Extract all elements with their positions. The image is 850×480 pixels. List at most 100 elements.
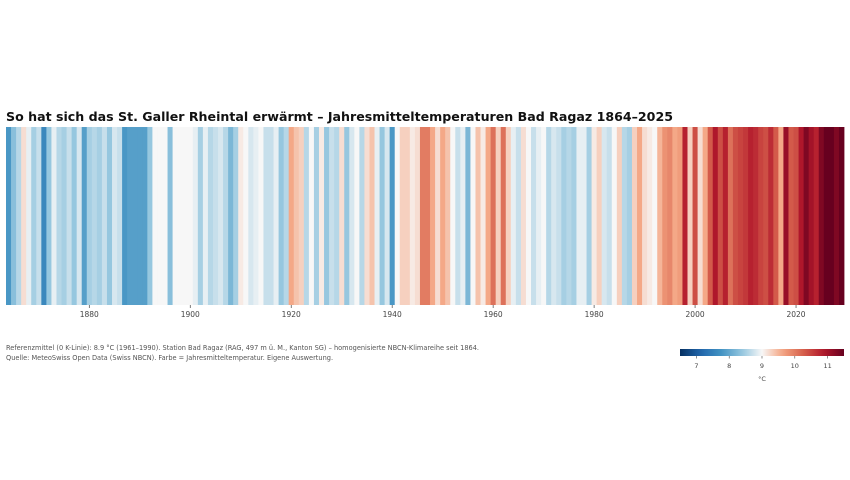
stripe-1923 <box>303 127 310 305</box>
stripe-1996 <box>672 127 678 305</box>
colorbar-tick-label: 11 <box>823 362 831 370</box>
stripe-2027 <box>828 127 835 305</box>
stripe-1937 <box>374 127 380 305</box>
stripe-1879 <box>81 127 88 305</box>
stripe-2001 <box>697 127 704 305</box>
stripe-1948 <box>430 127 436 305</box>
stripe-2010 <box>743 127 749 305</box>
stripe-1975 <box>566 127 572 305</box>
stripe-1907 <box>223 127 229 305</box>
stripe-1994 <box>662 127 668 305</box>
stripe-1918 <box>278 127 285 305</box>
stripe-1906 <box>218 127 224 305</box>
stripe-2019 <box>788 127 794 305</box>
stripe-1944 <box>409 127 416 305</box>
stripe-1983 <box>606 127 613 305</box>
stripe-1890 <box>137 127 143 305</box>
stripe-1880 <box>86 127 93 305</box>
colorbar-label: °C <box>758 375 766 383</box>
colorbar-ticks: 7 8 9 10 11 <box>694 356 832 370</box>
stripe-2021 <box>798 127 805 305</box>
stripe-1981 <box>596 127 603 305</box>
stripe-2015 <box>768 127 774 305</box>
stripe-1951 <box>445 127 451 305</box>
stripe-1952 <box>450 127 456 305</box>
stripe-2008 <box>732 127 739 305</box>
colorbar-tick-label: 7 <box>694 362 698 370</box>
x-tick-label: 2000 <box>686 310 705 319</box>
stripe-1986 <box>621 127 628 305</box>
stripe-1973 <box>556 127 562 305</box>
stripe-1961 <box>495 127 502 305</box>
stripe-1917 <box>273 127 280 305</box>
stripe-1902 <box>197 127 204 305</box>
stripe-1945 <box>414 127 421 305</box>
stripe-2004 <box>712 127 719 305</box>
stripe-1905 <box>212 127 219 305</box>
stripe-1988 <box>631 127 638 305</box>
stripe-1942 <box>399 127 406 305</box>
stripe-1969 <box>536 127 542 305</box>
stripe-2020 <box>793 127 799 305</box>
stripe-2003 <box>707 127 714 305</box>
stripe-2016 <box>773 127 779 305</box>
stripe-2013 <box>758 127 764 305</box>
stripe-1882 <box>96 127 103 305</box>
stripe-2009 <box>737 127 744 305</box>
stripe-1875 <box>61 127 67 305</box>
stripe-2026 <box>823 127 830 305</box>
stripe-1970 <box>541 127 547 305</box>
stripe-1867 <box>21 127 27 305</box>
stripe-2005 <box>717 127 724 305</box>
stripe-2023 <box>808 127 815 305</box>
stripe-1919 <box>283 127 290 305</box>
stripe-1914 <box>258 127 264 305</box>
stripe-1921 <box>293 127 300 305</box>
stripe-1997 <box>677 127 683 305</box>
stripe-1932 <box>349 127 355 305</box>
colorbar-tick-label: 10 <box>791 362 799 370</box>
stripe-2014 <box>763 127 769 305</box>
stripe-1927 <box>324 127 330 305</box>
x-tick-label: 1960 <box>484 310 503 319</box>
stripe-1872 <box>46 127 52 305</box>
stripe-1931 <box>344 127 350 305</box>
stripe-2006 <box>722 127 729 305</box>
stripe-1924 <box>308 127 315 305</box>
stripe-1884 <box>106 127 113 305</box>
stripe-1929 <box>334 127 340 305</box>
stripe-1920 <box>288 127 295 305</box>
stripe-1885 <box>112 127 118 305</box>
stripe-1965 <box>515 127 522 305</box>
stripe-1871 <box>41 127 47 305</box>
colorbar-tick-label: 8 <box>727 362 731 370</box>
stripe-1954 <box>460 127 466 305</box>
stripe-1978 <box>581 127 587 305</box>
stripe-1925 <box>313 127 320 305</box>
stripe-1889 <box>132 127 138 305</box>
stripe-1869 <box>31 127 37 305</box>
stripe-1886 <box>117 127 123 305</box>
stripe-2018 <box>783 127 789 305</box>
stripe-1987 <box>626 127 633 305</box>
stripe-1946 <box>419 127 426 305</box>
stripe-1979 <box>586 127 592 305</box>
stripe-1974 <box>561 127 567 305</box>
stripe-1891 <box>142 127 148 305</box>
stripe-1898 <box>177 127 184 305</box>
stripe-2011 <box>748 127 754 305</box>
stripe-2000 <box>692 127 699 305</box>
stripe-1990 <box>642 127 648 305</box>
stripe-1878 <box>76 127 83 305</box>
stripe-1881 <box>91 127 98 305</box>
stripe-1936 <box>369 127 375 305</box>
colorbar-gradient <box>680 349 844 356</box>
stripe-1941 <box>394 127 401 305</box>
stripe-1909 <box>233 127 239 305</box>
stripe-2017 <box>778 127 784 305</box>
stripe-1865 <box>11 127 17 305</box>
x-tick-label: 1940 <box>383 310 402 319</box>
warming-stripes-chart: 1880 1900 1920 1940 1960 1980 2000 2020 <box>6 127 845 319</box>
x-tick-label: 1900 <box>181 310 200 319</box>
stripe-1949 <box>435 127 441 305</box>
